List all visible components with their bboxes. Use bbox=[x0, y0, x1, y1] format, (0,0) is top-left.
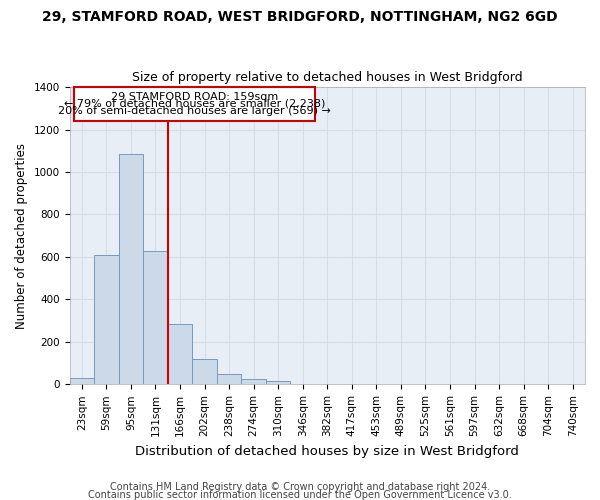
Text: ← 79% of detached houses are smaller (2,238): ← 79% of detached houses are smaller (2,… bbox=[64, 98, 325, 108]
Bar bbox=[74, 87, 315, 121]
Text: Contains public sector information licensed under the Open Government Licence v3: Contains public sector information licen… bbox=[88, 490, 512, 500]
Text: 29 STAMFORD ROAD: 159sqm: 29 STAMFORD ROAD: 159sqm bbox=[111, 92, 278, 102]
Title: Size of property relative to detached houses in West Bridgford: Size of property relative to detached ho… bbox=[132, 72, 523, 85]
Text: 29, STAMFORD ROAD, WEST BRIDGFORD, NOTTINGHAM, NG2 6GD: 29, STAMFORD ROAD, WEST BRIDGFORD, NOTTI… bbox=[42, 10, 558, 24]
Bar bbox=[217, 374, 241, 384]
Bar bbox=[119, 154, 143, 384]
Y-axis label: Number of detached properties: Number of detached properties bbox=[15, 142, 28, 328]
Text: 20% of semi-detached houses are larger (569) →: 20% of semi-detached houses are larger (… bbox=[58, 106, 331, 116]
Bar bbox=[168, 324, 192, 384]
Bar bbox=[241, 379, 266, 384]
X-axis label: Distribution of detached houses by size in West Bridgford: Distribution of detached houses by size … bbox=[136, 444, 519, 458]
Text: Contains HM Land Registry data © Crown copyright and database right 2024.: Contains HM Land Registry data © Crown c… bbox=[110, 482, 490, 492]
Bar bbox=[143, 250, 168, 384]
Bar bbox=[192, 359, 217, 384]
Bar bbox=[94, 255, 119, 384]
Bar bbox=[266, 381, 290, 384]
Bar bbox=[70, 378, 94, 384]
